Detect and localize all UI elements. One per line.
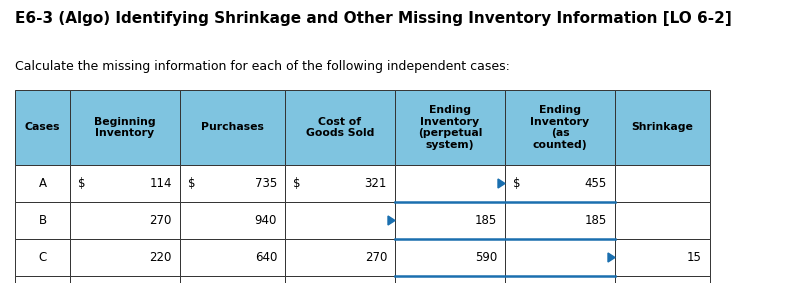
Polygon shape (498, 179, 505, 188)
Text: 220: 220 (150, 251, 172, 264)
Text: 321: 321 (365, 177, 387, 190)
Bar (505, 276, 615, 283)
Bar (180, 202, 285, 239)
Bar (15, 276, 70, 283)
Bar (505, 165, 615, 202)
Text: 940: 940 (255, 214, 277, 227)
Text: E6-3 (Algo) Identifying Shrinkage and Other Missing Inventory Information [LO 6-: E6-3 (Algo) Identifying Shrinkage and Ot… (15, 11, 732, 26)
Polygon shape (608, 253, 615, 262)
Bar (285, 165, 395, 202)
Text: 270: 270 (150, 214, 172, 227)
Bar (505, 202, 615, 239)
Bar (285, 202, 395, 239)
Bar (70, 239, 180, 276)
Text: 15: 15 (687, 251, 702, 264)
Text: $: $ (78, 177, 86, 190)
Text: 114: 114 (150, 177, 172, 190)
Bar (395, 239, 505, 276)
Text: 185: 185 (475, 214, 497, 227)
Bar (70, 276, 180, 283)
Text: $: $ (513, 177, 520, 190)
Bar (615, 165, 710, 202)
Bar (615, 202, 710, 239)
Text: C: C (38, 251, 47, 264)
Bar (395, 165, 505, 202)
Bar (395, 90, 505, 165)
Text: 590: 590 (475, 251, 497, 264)
Bar (615, 239, 710, 276)
Bar (15, 239, 70, 276)
Text: $: $ (293, 177, 301, 190)
Text: 735: 735 (255, 177, 277, 190)
Text: Cost of
Goods Sold: Cost of Goods Sold (306, 117, 374, 138)
Bar (180, 90, 285, 165)
Text: B: B (38, 214, 47, 227)
Text: Cases: Cases (25, 123, 60, 132)
Bar (180, 239, 285, 276)
Bar (395, 276, 505, 283)
Bar (180, 276, 285, 283)
Text: 455: 455 (584, 177, 607, 190)
Text: 640: 640 (255, 251, 277, 264)
Bar (615, 90, 710, 165)
Bar (395, 202, 505, 239)
Bar (70, 165, 180, 202)
Text: Ending
Inventory
(as
counted): Ending Inventory (as counted) (531, 105, 589, 150)
Bar (70, 202, 180, 239)
Bar (285, 239, 395, 276)
Text: $: $ (188, 177, 196, 190)
Text: Beginning
Inventory: Beginning Inventory (94, 117, 155, 138)
Bar (15, 202, 70, 239)
Bar (505, 239, 615, 276)
Text: 270: 270 (365, 251, 387, 264)
Text: Calculate the missing information for each of the following independent cases:: Calculate the missing information for ea… (15, 60, 510, 73)
Text: Ending
Inventory
(perpetual
system): Ending Inventory (perpetual system) (418, 105, 482, 150)
Bar (15, 165, 70, 202)
Text: A: A (39, 177, 47, 190)
Bar (615, 276, 710, 283)
Text: 185: 185 (584, 214, 607, 227)
Bar (285, 90, 395, 165)
Bar (70, 90, 180, 165)
Polygon shape (388, 216, 395, 225)
Bar (285, 276, 395, 283)
Text: Purchases: Purchases (201, 123, 264, 132)
Bar (505, 90, 615, 165)
Bar (180, 165, 285, 202)
Bar (15, 90, 70, 165)
Text: Shrinkage: Shrinkage (631, 123, 693, 132)
